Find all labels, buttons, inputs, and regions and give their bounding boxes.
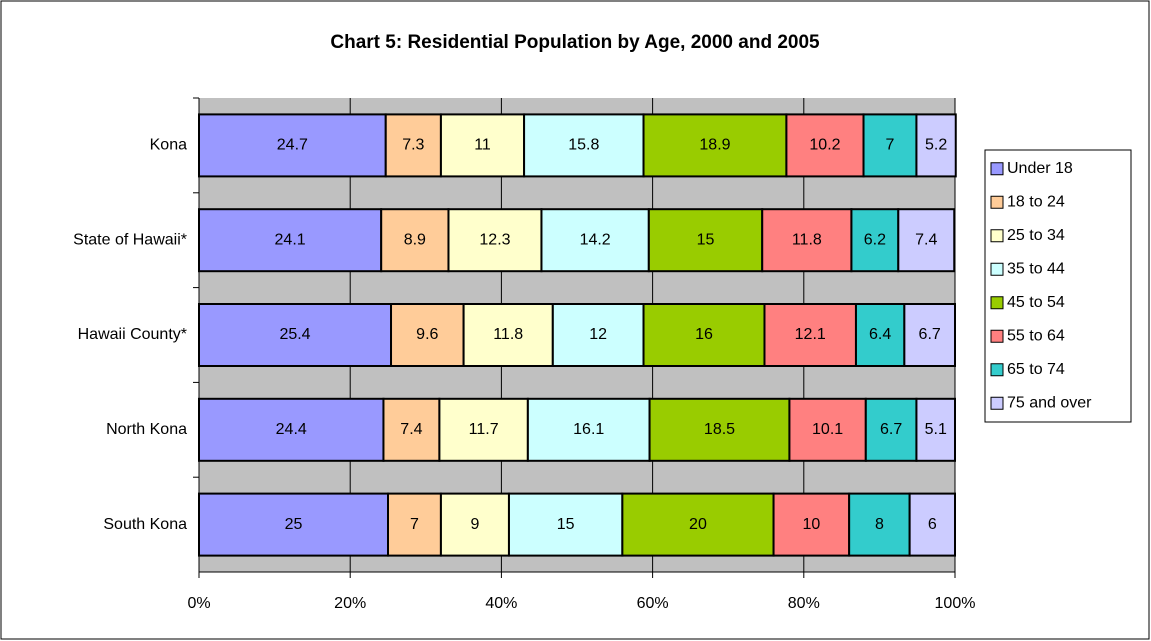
data-label: 7 <box>886 137 895 154</box>
data-label: 6.7 <box>880 421 902 438</box>
bar-segment <box>507 492 624 557</box>
chart-title: Chart 5: Residential Population by Age, … <box>330 32 820 53</box>
legend-swatch <box>990 262 1004 276</box>
data-label: 16.1 <box>573 421 604 438</box>
legend-box <box>984 149 1132 423</box>
data-label: 15 <box>697 231 715 248</box>
legend-label: 18 to 24 <box>1007 193 1065 210</box>
data-label: 25.4 <box>279 326 310 343</box>
legend-label: 75 and over <box>1007 394 1092 411</box>
bar-segment <box>198 113 387 178</box>
bar-segment <box>864 397 918 462</box>
data-label: 11.8 <box>493 326 523 343</box>
data-label: 6.7 <box>919 326 941 343</box>
bar-segment <box>198 397 385 462</box>
data-label: 15 <box>557 516 575 533</box>
data-label: 25 <box>285 516 303 533</box>
legend-swatch <box>990 195 1004 209</box>
x-tick-label: 0% <box>187 595 210 612</box>
bar-segment <box>198 492 389 557</box>
legend-label: 25 to 34 <box>1007 227 1065 244</box>
legend-swatch <box>990 162 1004 176</box>
x-tick-label: 20% <box>334 595 366 612</box>
x-tick-label: 100% <box>935 595 976 612</box>
bar-segment <box>862 113 918 178</box>
legend-swatch <box>990 229 1004 243</box>
x-tick-label: 40% <box>485 595 517 612</box>
data-label: 12.3 <box>479 231 510 248</box>
data-label: 6.2 <box>864 231 886 248</box>
bar-segment <box>390 303 465 367</box>
data-label: 20 <box>689 516 707 533</box>
data-label: 9.6 <box>416 326 438 343</box>
bar-segment <box>382 397 441 462</box>
data-label: 9 <box>470 516 479 533</box>
bar-segment <box>763 303 857 367</box>
bar-segment <box>848 492 911 557</box>
bar-segment <box>903 303 957 367</box>
data-label: 7.4 <box>915 231 937 248</box>
y-tick-label: South Kona <box>103 516 187 533</box>
bar-segment <box>908 492 957 557</box>
data-label: 7 <box>410 516 419 533</box>
bar-segment <box>439 492 510 557</box>
legend-label: Under 18 <box>1007 160 1073 177</box>
bar-segment <box>761 208 853 273</box>
bar-segment <box>642 303 766 367</box>
data-label: 5.1 <box>925 421 947 438</box>
bar-segment <box>198 208 383 273</box>
bar-segment <box>462 303 554 367</box>
bar-segment <box>198 303 393 367</box>
bar-segment <box>551 303 645 367</box>
data-label: 8.9 <box>404 231 426 248</box>
bar-segment <box>438 397 529 462</box>
data-label: 7.4 <box>400 421 422 438</box>
legend-label: 65 to 74 <box>1007 361 1065 378</box>
x-tick-label: 80% <box>788 595 820 612</box>
x-tick-label: 60% <box>637 595 669 612</box>
data-label: 18.9 <box>699 137 730 154</box>
data-label: 24.4 <box>276 421 307 438</box>
y-tick-label: North Kona <box>106 421 187 438</box>
data-label: 16 <box>695 326 713 343</box>
bar-segment <box>642 113 788 178</box>
legend-label: 35 to 44 <box>1007 260 1065 277</box>
data-label: 24.1 <box>275 231 306 248</box>
data-label: 14.2 <box>580 231 611 248</box>
legend-swatch <box>990 329 1004 343</box>
data-label: 11 <box>474 137 491 154</box>
legend-swatch <box>990 363 1004 377</box>
data-label: 18.5 <box>704 421 735 438</box>
data-label: 8 <box>875 516 884 533</box>
data-label: 12 <box>589 326 607 343</box>
bar-segment <box>380 208 450 273</box>
y-tick-label: Kona <box>150 137 187 154</box>
data-label: 7.3 <box>402 137 424 154</box>
legend-swatch <box>990 396 1004 410</box>
data-label: 24.7 <box>277 137 308 154</box>
data-label: 6 <box>928 516 937 533</box>
bar-segment <box>648 397 791 462</box>
y-tick-label: State of Hawaii* <box>73 231 187 248</box>
data-label: 10.2 <box>809 137 840 154</box>
data-label: 11.7 <box>469 421 499 438</box>
data-label: 11.8 <box>792 231 822 248</box>
legend-label: 55 to 64 <box>1007 327 1065 344</box>
data-label: 12.1 <box>795 326 826 343</box>
legend-swatch <box>990 296 1004 310</box>
data-label: 10.1 <box>812 421 843 438</box>
bar-segment <box>439 113 526 178</box>
bar-segment <box>915 113 957 178</box>
bar-segment <box>526 397 651 462</box>
y-tick-label: Hawaii County* <box>78 326 187 343</box>
legend-label: 45 to 54 <box>1007 294 1065 311</box>
data-label: 15.8 <box>568 137 599 154</box>
bar-segment <box>915 397 956 462</box>
data-label: 5.2 <box>925 137 947 154</box>
data-label: 10 <box>802 516 820 533</box>
data-label: 6.4 <box>869 326 891 343</box>
bar-segment <box>897 208 956 273</box>
bar-segment <box>647 208 764 273</box>
